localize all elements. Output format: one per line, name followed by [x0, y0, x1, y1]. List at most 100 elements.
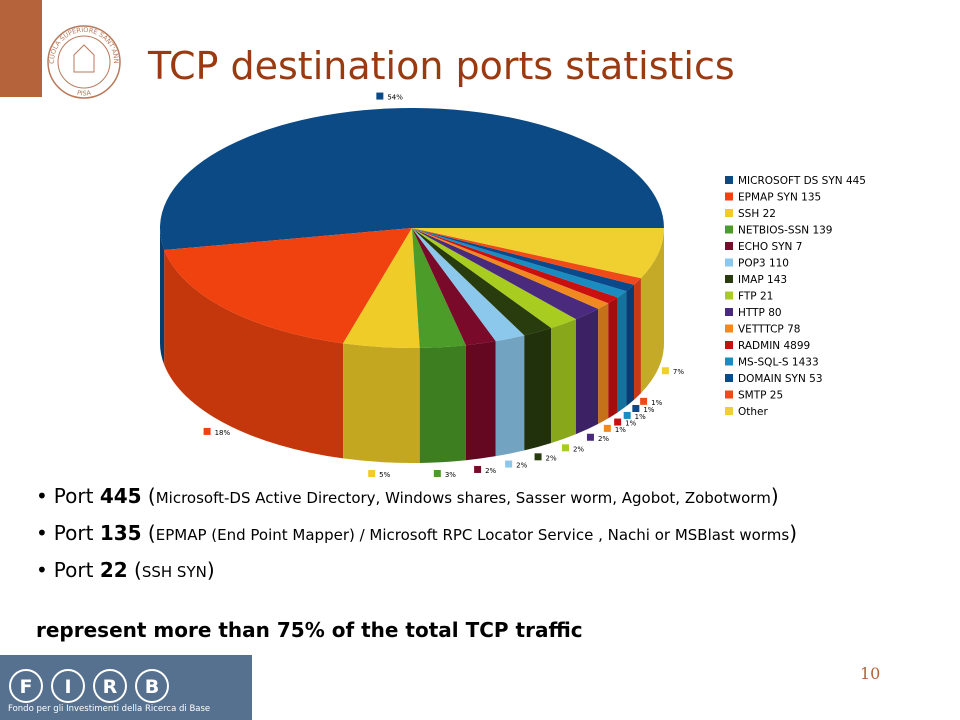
data-label: 2%	[516, 462, 527, 470]
data-label: 54%	[387, 94, 403, 102]
legend-label: MS-SQL-S 1433	[738, 357, 819, 369]
legend-swatch	[725, 357, 733, 366]
bullet-label: Port	[53, 484, 94, 508]
data-label: 1%	[643, 406, 654, 414]
legend-label: IMAP 143	[738, 274, 787, 286]
paren: )	[770, 484, 779, 508]
logo-letter: R	[103, 676, 118, 698]
legend-swatch	[725, 341, 733, 349]
legend-swatch	[725, 225, 733, 234]
conclusion: represent more than 75% of the total TCP…	[36, 618, 583, 642]
bullet: Port 22 (SSH SYN)	[36, 558, 797, 582]
slice-side-shade	[551, 319, 576, 444]
data-label: 2%	[573, 445, 584, 453]
legend-label: VETTTCP 78	[738, 324, 800, 336]
legend-label: DOMAIN SYN 53	[738, 373, 823, 385]
label-swatch	[203, 427, 211, 435]
slice-side	[626, 284, 635, 407]
legend-label: SSH 22	[738, 208, 776, 220]
data-label: 2%	[485, 467, 496, 475]
legend-swatch	[725, 192, 733, 201]
bullet: Port 445 (Microsoft-DS Active Directory,…	[36, 484, 797, 508]
footer-text: Fondo per gli Investimenti della Ricerca…	[8, 704, 210, 714]
slice	[412, 228, 609, 309]
slice-side	[598, 303, 609, 424]
slice-side-shade	[419, 345, 466, 463]
label-swatch	[505, 460, 513, 468]
data-label: 2%	[598, 435, 609, 443]
legend-swatch	[725, 407, 733, 415]
slice-side-shade	[598, 303, 609, 424]
seal-city: PISA	[76, 89, 92, 98]
slice	[412, 228, 599, 320]
label-swatch	[586, 433, 594, 441]
slice	[412, 228, 466, 348]
slice	[343, 228, 420, 348]
legend-swatch	[725, 275, 733, 283]
logo-circle	[9, 669, 43, 703]
legend-swatch	[725, 390, 733, 399]
data-label: 1%	[635, 413, 646, 421]
data-label: 7%	[673, 368, 684, 376]
logo-letter: F	[20, 676, 33, 698]
accent-bar	[0, 0, 42, 97]
slice-side-shade	[617, 291, 627, 413]
slice	[412, 228, 552, 336]
slice-side-shade	[608, 297, 618, 419]
legend-swatch	[725, 374, 733, 382]
label-swatch	[561, 444, 569, 452]
bullet-detail: Microsoft-DS Active Directory, Windows s…	[155, 489, 771, 507]
logo-circle	[135, 669, 169, 703]
slice	[412, 228, 576, 329]
slice-side-shade	[160, 228, 165, 366]
slice	[412, 228, 664, 279]
legend-label: HTTP 80	[738, 307, 782, 319]
slice-side	[419, 345, 466, 463]
label-swatch	[534, 453, 542, 461]
slice-side-shade	[343, 343, 420, 463]
slice-side	[343, 343, 420, 463]
slice	[412, 228, 618, 304]
legend-swatch	[725, 209, 733, 217]
slice-side	[465, 341, 496, 461]
legend-swatch	[725, 291, 733, 300]
data-label: 1%	[625, 420, 636, 428]
logo-letter: I	[64, 676, 71, 698]
legend-label: SMTP 25	[738, 390, 783, 402]
legend-swatch	[725, 308, 733, 316]
slice	[412, 228, 635, 292]
legend-swatch	[725, 258, 733, 267]
legend-swatch	[725, 176, 733, 184]
pie-chart: 54%18%5% 3%2%2%2%2%2%1%1%1%1%1%7%MICROSOF…	[160, 92, 866, 479]
data-label: 3%	[445, 471, 456, 479]
slice-side	[164, 250, 344, 459]
port-number: 135	[99, 521, 142, 545]
logo-circle	[51, 669, 85, 703]
label-swatch	[661, 367, 669, 375]
paren: (	[147, 484, 156, 508]
logo-letter: B	[145, 676, 159, 698]
slice-side	[495, 335, 525, 457]
port-number: 445	[99, 484, 142, 508]
bullet-detail: EPMAP (End Point Mapper) / Microsoft RPC…	[155, 526, 790, 544]
label-swatch	[433, 469, 441, 477]
slice-side	[608, 297, 618, 419]
legend-label: FTP 21	[738, 291, 773, 303]
legend-label: NETBIOS-SSN 139	[738, 225, 833, 237]
legend-label: MICROSOFT DS SYN 445	[738, 175, 866, 187]
legend-label: RADMIN 4899	[738, 340, 810, 352]
data-label: 2%	[546, 454, 557, 462]
legend-label: Other	[738, 406, 768, 418]
slice-side-shade	[634, 278, 641, 400]
paren: )	[206, 558, 215, 582]
label-swatch	[603, 424, 611, 432]
data-label: 1%	[615, 426, 626, 434]
label-swatch	[623, 411, 631, 419]
slice	[412, 228, 641, 285]
title: TCP destination ports statistics	[148, 44, 735, 88]
legend-swatch	[725, 324, 733, 333]
slice	[412, 228, 627, 298]
logo-circle	[93, 669, 127, 703]
